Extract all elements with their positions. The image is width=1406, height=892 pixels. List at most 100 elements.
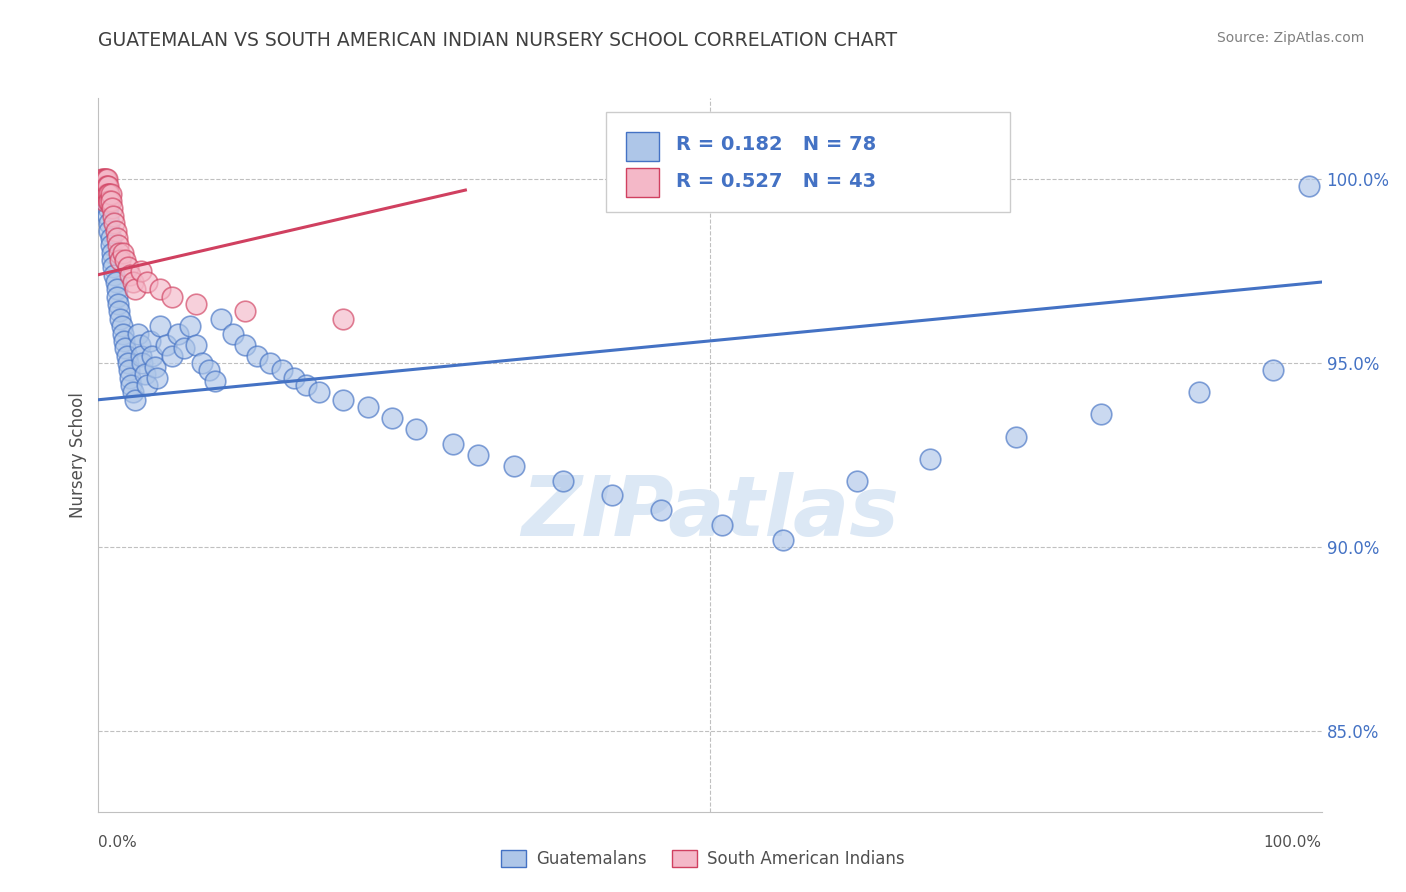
Point	[96, 186, 118, 201]
Point	[149, 282, 172, 296]
Point	[1298, 179, 1320, 194]
Point	[120, 370, 142, 384]
Point	[441, 437, 464, 451]
Point	[467, 448, 489, 462]
Point	[173, 341, 195, 355]
Point	[155, 337, 177, 351]
Point	[104, 275, 127, 289]
Point	[259, 356, 281, 370]
Point	[108, 245, 131, 260]
Point	[103, 216, 125, 230]
Point	[111, 326, 134, 341]
Point	[117, 260, 139, 275]
Point	[131, 356, 153, 370]
Point	[98, 186, 121, 201]
Point	[186, 337, 208, 351]
Point	[96, 194, 118, 208]
Point	[167, 326, 190, 341]
Point	[160, 290, 183, 304]
Point	[91, 179, 114, 194]
Point	[405, 422, 427, 436]
Point	[1090, 408, 1112, 422]
Point	[209, 311, 232, 326]
Point	[105, 231, 128, 245]
Point	[114, 252, 136, 267]
Point	[114, 341, 136, 355]
Point	[91, 172, 114, 186]
Point	[111, 319, 134, 334]
Point	[98, 194, 121, 208]
Point	[101, 245, 124, 260]
Point	[117, 356, 139, 370]
Point	[110, 311, 132, 326]
Point	[105, 290, 128, 304]
Point	[136, 275, 159, 289]
Point	[191, 356, 214, 370]
Point	[94, 179, 117, 194]
Point	[711, 517, 734, 532]
Point	[93, 179, 115, 194]
Point	[124, 282, 146, 296]
Point	[97, 179, 120, 194]
Point	[283, 370, 305, 384]
Point	[124, 392, 146, 407]
Point	[141, 349, 163, 363]
Point	[112, 334, 135, 348]
Point	[98, 223, 121, 237]
FancyBboxPatch shape	[626, 132, 658, 161]
Point	[94, 186, 117, 201]
Point	[143, 359, 166, 374]
Point	[246, 349, 269, 363]
Point	[96, 179, 118, 194]
Point	[97, 194, 120, 208]
Point	[98, 216, 121, 230]
Point	[115, 349, 138, 363]
Point	[233, 304, 256, 318]
Point	[93, 194, 115, 208]
Point	[308, 385, 330, 400]
FancyBboxPatch shape	[606, 112, 1010, 212]
Point	[503, 458, 526, 473]
Point	[97, 202, 120, 216]
Point	[222, 326, 245, 341]
Point	[332, 311, 354, 326]
Point	[136, 378, 159, 392]
Point	[93, 179, 115, 194]
Point	[91, 172, 114, 186]
Point	[129, 337, 152, 351]
Point	[295, 378, 318, 392]
Point	[772, 533, 794, 547]
Point	[1004, 429, 1026, 443]
Point	[105, 282, 128, 296]
Point	[179, 319, 201, 334]
Point	[121, 275, 143, 289]
Point	[129, 264, 152, 278]
Point	[103, 268, 125, 282]
Text: GUATEMALAN VS SOUTH AMERICAN INDIAN NURSERY SCHOOL CORRELATION CHART: GUATEMALAN VS SOUTH AMERICAN INDIAN NURS…	[98, 31, 897, 50]
Point	[186, 297, 208, 311]
Point	[101, 209, 124, 223]
Point	[149, 319, 172, 334]
Point	[94, 172, 117, 186]
Text: ZIPatlas: ZIPatlas	[522, 472, 898, 552]
FancyBboxPatch shape	[626, 168, 658, 196]
Point	[233, 337, 256, 351]
Point	[100, 231, 122, 245]
Text: Source: ZipAtlas.com: Source: ZipAtlas.com	[1216, 31, 1364, 45]
Point	[920, 451, 942, 466]
Point	[139, 334, 162, 348]
Point	[91, 186, 114, 201]
Point	[108, 304, 131, 318]
Point	[356, 400, 378, 414]
Point	[1261, 363, 1284, 377]
Point	[845, 474, 868, 488]
Point	[381, 411, 404, 425]
Point	[332, 392, 354, 407]
Point	[120, 268, 142, 282]
Text: R = 0.527   N = 43: R = 0.527 N = 43	[676, 172, 876, 191]
Point	[96, 172, 118, 186]
Point	[204, 375, 226, 389]
Point	[118, 363, 141, 377]
Point	[93, 172, 115, 186]
Text: 0.0%: 0.0%	[98, 836, 138, 850]
